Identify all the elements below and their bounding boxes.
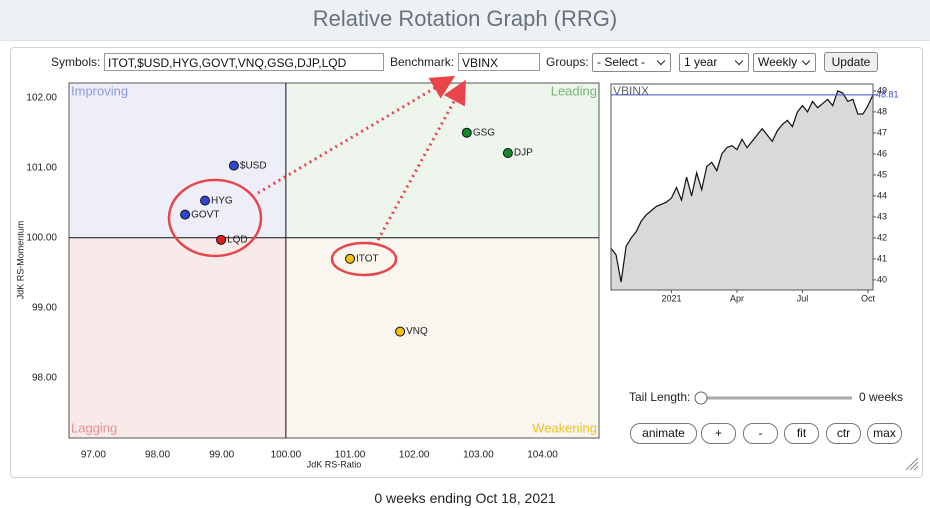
x-axis-label: JdK RS-Ratio: [307, 459, 362, 469]
y-tick-label: 46: [877, 148, 887, 158]
y-tick-label: 47: [877, 127, 887, 137]
point: [180, 209, 191, 220]
y-tick-label: 100.00: [26, 232, 57, 243]
resize-handle: [905, 457, 919, 471]
quadrant-weakening: [285, 237, 599, 438]
frequency-select[interactable]: Weekly: [753, 53, 816, 72]
series-name: VBINX: [613, 84, 649, 98]
highlight-circle: [167, 178, 263, 258]
header: Relative Rotation Graph (RRG): [0, 0, 930, 41]
point-label: ITOT: [356, 253, 379, 264]
point: [228, 160, 239, 171]
point-label: VNQ: [406, 326, 428, 337]
quadrant-leading: [285, 83, 599, 238]
y-tick-label: 43: [877, 211, 887, 221]
annotations: [167, 75, 919, 471]
y-tick-label: 99.00: [32, 302, 57, 313]
x-tick-label: 97.00: [81, 450, 106, 461]
slider-thumb[interactable]: [694, 391, 708, 405]
zoom-out-button[interactable]: -: [743, 423, 778, 444]
x-tick-label: Apr: [730, 293, 744, 303]
last-value-label: 48.81: [876, 89, 899, 99]
x-tick-label: 103.00: [463, 450, 494, 461]
chart-border: [610, 83, 874, 291]
y-tick-label: 42: [877, 232, 887, 242]
x-tick-label: 104.00: [527, 450, 558, 461]
y-tick-label: 102.00: [26, 92, 57, 103]
quadrant-label: Weakening: [532, 420, 597, 435]
point: [461, 127, 472, 138]
update-button[interactable]: Update: [824, 52, 878, 72]
point-label: GOVT: [191, 209, 219, 220]
max-button[interactable]: max: [867, 423, 902, 444]
fit-button[interactable]: fit: [784, 423, 819, 444]
tail-label: Tail Length:: [629, 390, 691, 404]
plot-border: [68, 82, 600, 439]
footer: 0 weeks ending Oct 18, 2021: [374, 490, 556, 506]
point-label: GSG: [473, 127, 495, 138]
point: [200, 195, 211, 206]
y-tick-label: 45: [877, 169, 887, 179]
x-tick-label: 2021: [661, 293, 681, 303]
groups-select[interactable]: - Select -: [592, 53, 671, 72]
y-tick-label: 40: [877, 274, 887, 284]
rrg-plot: Improving Leading Lagging Weakening 97.00 98.…: [15, 82, 600, 469]
symbols-label: Symbols:: [51, 55, 101, 69]
point-label: $USD: [240, 160, 267, 171]
page-title: Relative Rotation Graph (RRG): [312, 6, 618, 31]
y-tick-label: 101.00: [26, 162, 57, 173]
x-tick-label: 100.00: [271, 450, 302, 461]
point-label: DJP: [514, 148, 533, 159]
y-tick-label: 98.00: [32, 372, 57, 383]
panel: [10, 47, 923, 478]
highlight-circle: [330, 241, 398, 277]
benchmark-label: Benchmark:: [390, 55, 455, 69]
animate-button[interactable]: animate: [630, 423, 697, 444]
x-tick-label: Jul: [797, 293, 809, 303]
point: [502, 148, 513, 159]
benchmark-input[interactable]: VBINX: [458, 53, 540, 71]
y-tick-label: 41: [877, 253, 887, 263]
y-tick-label: 49: [877, 85, 887, 95]
area: [611, 90, 873, 291]
quadrant-label: Lagging: [71, 420, 117, 435]
center-button[interactable]: ctr: [826, 423, 861, 444]
y-tick-label: 48: [877, 106, 887, 116]
point-label: LQD: [227, 234, 248, 245]
x-tick-label: Oct: [861, 293, 876, 303]
quadrant-lagging: [69, 237, 286, 438]
point: [345, 253, 356, 264]
point: [395, 326, 406, 337]
point: [216, 234, 227, 245]
x-tick-label: 102.00: [399, 450, 430, 461]
groups-label: Groups:: [546, 55, 589, 69]
quadrant-label: Improving: [71, 83, 128, 98]
line: [610, 90, 874, 283]
symbols-input[interactable]: ITOT,$USD,HYG,GOVT,VNQ,GSG,DJP,LQD: [104, 53, 384, 71]
arrow: [257, 75, 456, 195]
point-label: HYG: [211, 195, 233, 206]
zoom-in-button[interactable]: +: [701, 423, 736, 444]
x-tick-label: 101.00: [335, 450, 366, 461]
x-tick-label: 98.00: [145, 450, 170, 461]
y-axis-label: JdK RS-Momentum: [15, 221, 25, 300]
x-tick-label: 99.00: [209, 450, 234, 461]
y-tick-label: 44: [877, 190, 887, 200]
quadrant-label: Leading: [551, 83, 597, 98]
period-select[interactable]: 1 year: [679, 53, 749, 72]
quadrant-improving: [69, 83, 286, 238]
tail-value: 0 weeks: [859, 390, 904, 404]
benchmark-chart: VBINX 48.81 40 41 42 43 44 45 46 47 48 49 2021 Apr Jul…: [610, 83, 899, 303]
